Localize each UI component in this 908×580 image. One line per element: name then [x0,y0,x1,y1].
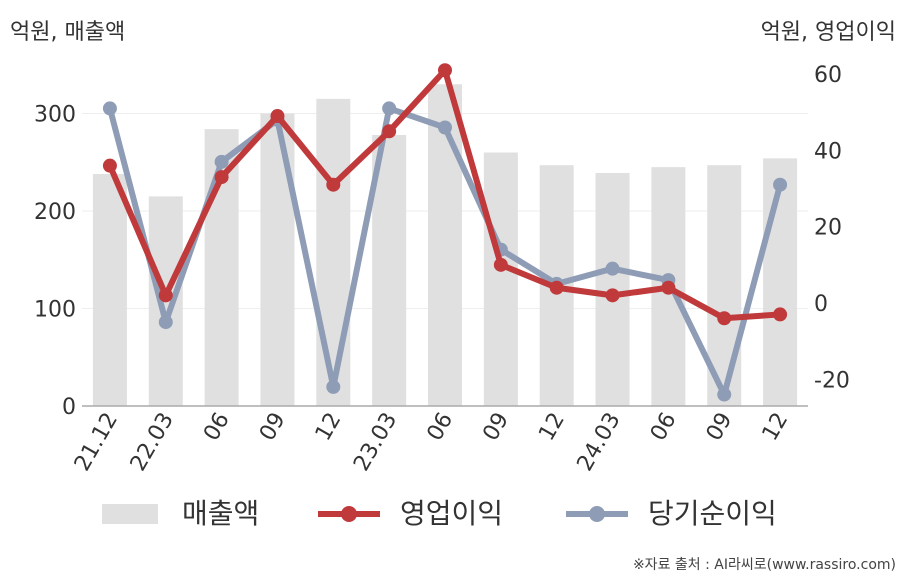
point-operating-profit [661,280,676,295]
point-operating-profit [773,307,788,322]
right-axis-unit: 억원, 영업이익 [760,20,896,45]
point-net-income [158,315,173,330]
x-tick-label: 21.12 [70,409,123,476]
left-tick-label: 300 [34,103,76,128]
point-operating-profit [717,311,732,326]
point-net-income [438,120,452,135]
point-net-income [102,101,117,116]
point-net-income [717,387,732,402]
x-tick-label: 23.03 [349,409,402,476]
point-net-income [382,101,397,116]
point-operating-profit [158,288,173,303]
bar-revenue [316,98,351,406]
point-net-income [326,379,341,394]
left-axis-unit: 억원, 매출액 [10,20,126,45]
x-tick-label: 24.03 [573,409,626,476]
bar-revenue [763,158,798,406]
x-tick-label: 09 [478,409,514,446]
legend-label-net-income: 당기순이익 [648,497,777,530]
legend-swatch-revenue [102,504,158,524]
point-operating-profit [549,280,564,295]
point-operating-profit [102,158,117,173]
point-net-income [605,261,620,276]
x-tick-label: 22.03 [126,409,179,476]
point-operating-profit [493,257,508,272]
point-net-income [214,154,229,169]
right-tick-label: 60 [814,63,842,88]
source-note: ※자료 출처 : AI라씨로(www.rassiro.com) [632,557,896,573]
right-tick-label: 0 [814,292,828,317]
x-tick-label: 12 [758,409,794,446]
x-tick-label: 12 [534,409,570,446]
point-operating-profit [438,63,452,78]
point-operating-profit [214,170,229,185]
x-tick-label: 06 [199,409,235,446]
bar-revenue [260,113,295,406]
legend-label-revenue: 매출액 [182,497,260,530]
right-tick-label: 20 [814,216,842,241]
point-operating-profit [270,109,285,124]
legend-label-operating-profit: 영업이익 [400,497,504,530]
right-tick-label: 40 [814,139,842,164]
left-tick-label: 100 [34,298,76,323]
left-tick-label: 0 [62,395,76,420]
legend-marker-net-income [589,506,605,522]
legend-marker-operating-profit [341,506,357,522]
x-tick-label: 06 [646,409,682,446]
point-operating-profit [326,177,341,192]
bar-revenue [92,173,127,406]
bar-revenue [428,84,462,406]
right-tick-label: -20 [814,368,850,393]
point-net-income [773,177,788,192]
point-operating-profit [382,124,397,139]
x-tick-label: 09 [255,409,291,446]
x-tick-label: 06 [423,409,459,446]
left-tick-label: 200 [34,200,76,225]
point-operating-profit [605,288,620,303]
x-tick-label: 09 [702,409,738,446]
x-tick-label: 12 [311,409,347,446]
bar-revenue [483,152,518,406]
